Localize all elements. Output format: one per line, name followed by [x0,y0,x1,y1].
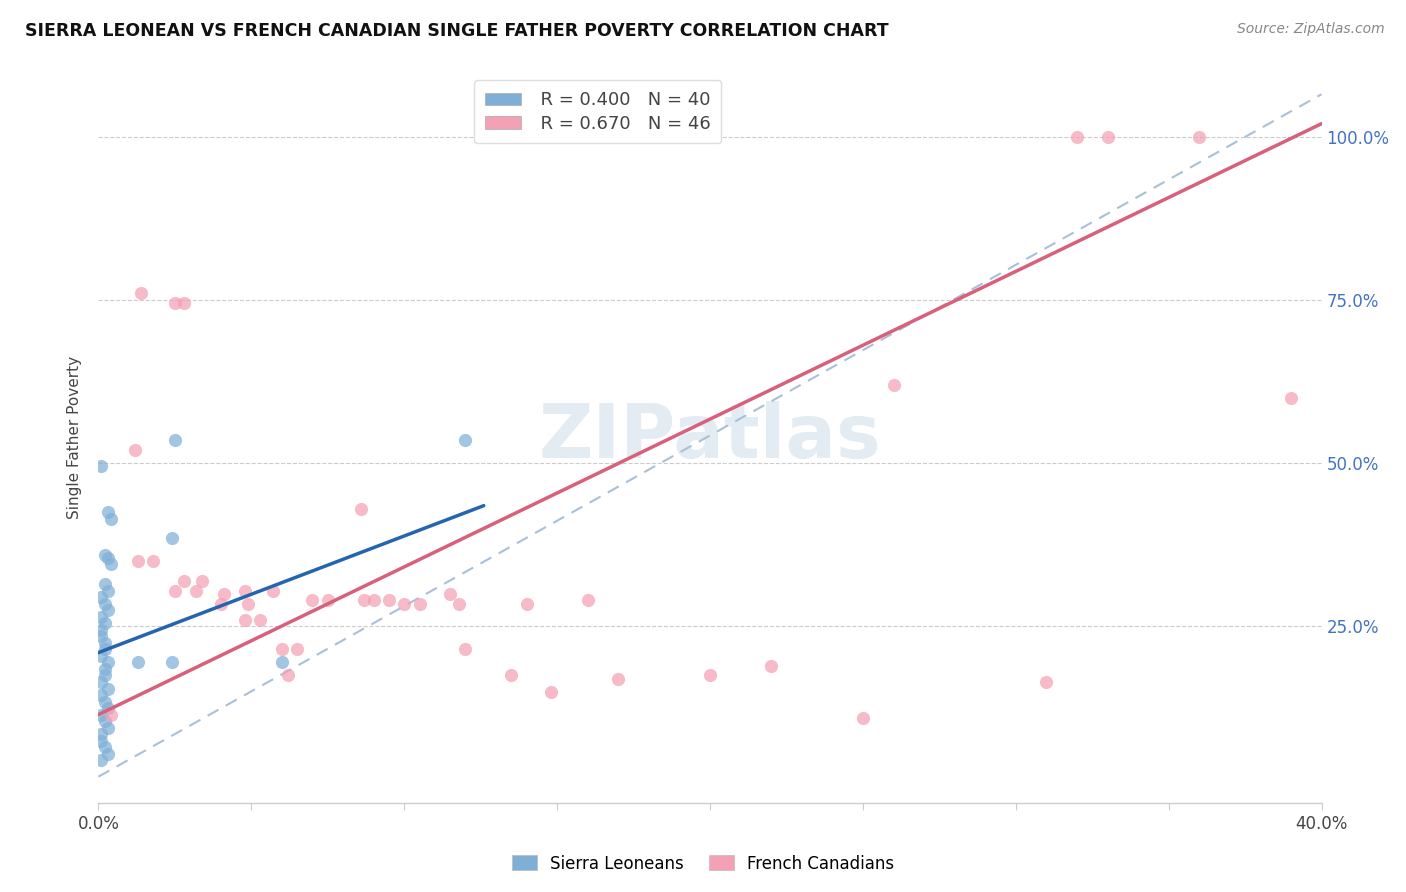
Point [1097,129,1119,144]
Point [1035,675,1057,690]
Point [160,656,183,670]
Point [127,656,149,670]
Point [270,642,292,657]
Point [576,593,599,607]
Point [90,753,112,767]
Point [93,695,115,709]
Point [191,574,214,588]
Point [439,587,461,601]
Point [97,603,120,617]
Point [363,593,385,607]
Point [233,583,256,598]
Point [90,609,112,624]
Point [90,675,112,690]
Point [277,668,299,682]
Point [454,642,477,657]
Point [408,597,430,611]
Point [93,668,115,682]
Point [93,642,115,657]
Point [90,459,112,474]
Point [270,656,292,670]
Point [233,613,256,627]
Point [285,642,308,657]
Y-axis label: Single Father Poverty: Single Father Poverty [67,356,83,518]
Point [97,505,120,519]
Point [516,597,538,611]
Point [142,554,165,568]
Point [163,296,186,310]
Point [127,554,149,568]
Point [100,512,122,526]
Point [186,583,208,598]
Point [93,577,115,591]
Point [607,672,630,686]
Point [699,668,721,682]
Point [97,550,120,565]
Point [262,583,284,598]
Point [90,727,112,741]
Point [759,658,782,673]
Point [97,747,120,761]
Legend:   R = 0.400   N = 40,   R = 0.670   N = 46: R = 0.400 N = 40, R = 0.670 N = 46 [474,80,721,144]
Point [1188,129,1211,144]
Point [90,648,112,663]
Point [100,707,122,722]
Point [93,597,115,611]
Point [392,597,416,611]
Point [97,701,120,715]
Point [173,574,195,588]
Point [90,707,112,722]
Point [173,296,195,310]
Point [163,583,186,598]
Point [350,502,373,516]
Point [93,662,115,676]
Point [93,548,115,562]
Text: SIERRA LEONEAN VS FRENCH CANADIAN SINGLE FATHER POVERTY CORRELATION CHART: SIERRA LEONEAN VS FRENCH CANADIAN SINGLE… [25,22,889,40]
Point [238,597,260,611]
Point [90,623,112,637]
Point [93,740,115,755]
Text: Source: ZipAtlas.com: Source: ZipAtlas.com [1237,22,1385,37]
Point [97,656,120,670]
Point [90,629,112,643]
Point [209,597,232,611]
Point [97,721,120,735]
Point [163,434,186,448]
Point [316,593,339,607]
Point [353,593,375,607]
Point [501,668,523,682]
Point [212,587,235,601]
Point [852,711,875,725]
Point [90,688,112,702]
Point [249,613,271,627]
Point [540,685,562,699]
Point [124,443,146,458]
Legend: Sierra Leoneans, French Canadians: Sierra Leoneans, French Canadians [505,848,901,880]
Point [100,558,122,572]
Point [90,733,112,747]
Point [160,531,183,545]
Point [1279,391,1302,405]
Point [1066,129,1088,144]
Point [93,714,115,728]
Point [883,377,905,392]
Point [97,681,120,696]
Text: ZIPatlas: ZIPatlas [538,401,882,474]
Point [378,593,401,607]
Point [90,590,112,604]
Point [454,434,477,448]
Point [97,583,120,598]
Point [301,593,323,607]
Point [129,286,152,301]
Point [93,636,115,650]
Point [93,616,115,631]
Point [449,597,471,611]
